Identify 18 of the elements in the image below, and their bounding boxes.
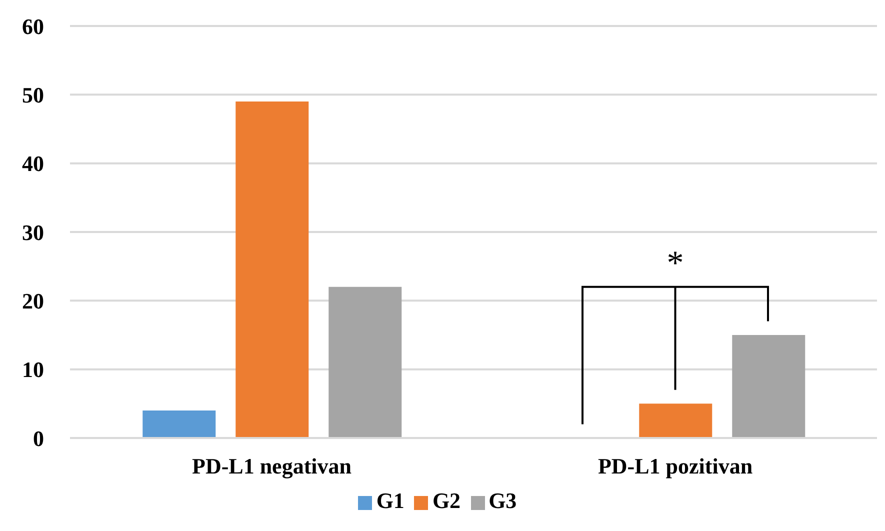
- y-tick-label: 20: [22, 288, 44, 314]
- y-tick-label: 30: [22, 220, 44, 245]
- y-tick-label: 10: [22, 357, 44, 382]
- bar: [328, 286, 402, 438]
- bar: [236, 102, 309, 438]
- y-tick-label: 40: [22, 151, 44, 176]
- bar: [732, 335, 806, 438]
- legend-label: G2: [432, 488, 461, 513]
- legend-label: G3: [488, 488, 517, 513]
- y-tick-label: 50: [22, 82, 44, 108]
- y-tick-label: 60: [22, 14, 44, 39]
- y-tick-label: 0: [33, 426, 44, 451]
- bar: [639, 404, 712, 438]
- x-tick-label: PD-L1 pozitivan: [598, 454, 753, 479]
- bar: [142, 410, 216, 438]
- x-tick-label: PD-L1 negativan: [192, 454, 352, 479]
- annotation: *: [666, 244, 685, 283]
- legend-label: G1: [376, 488, 404, 513]
